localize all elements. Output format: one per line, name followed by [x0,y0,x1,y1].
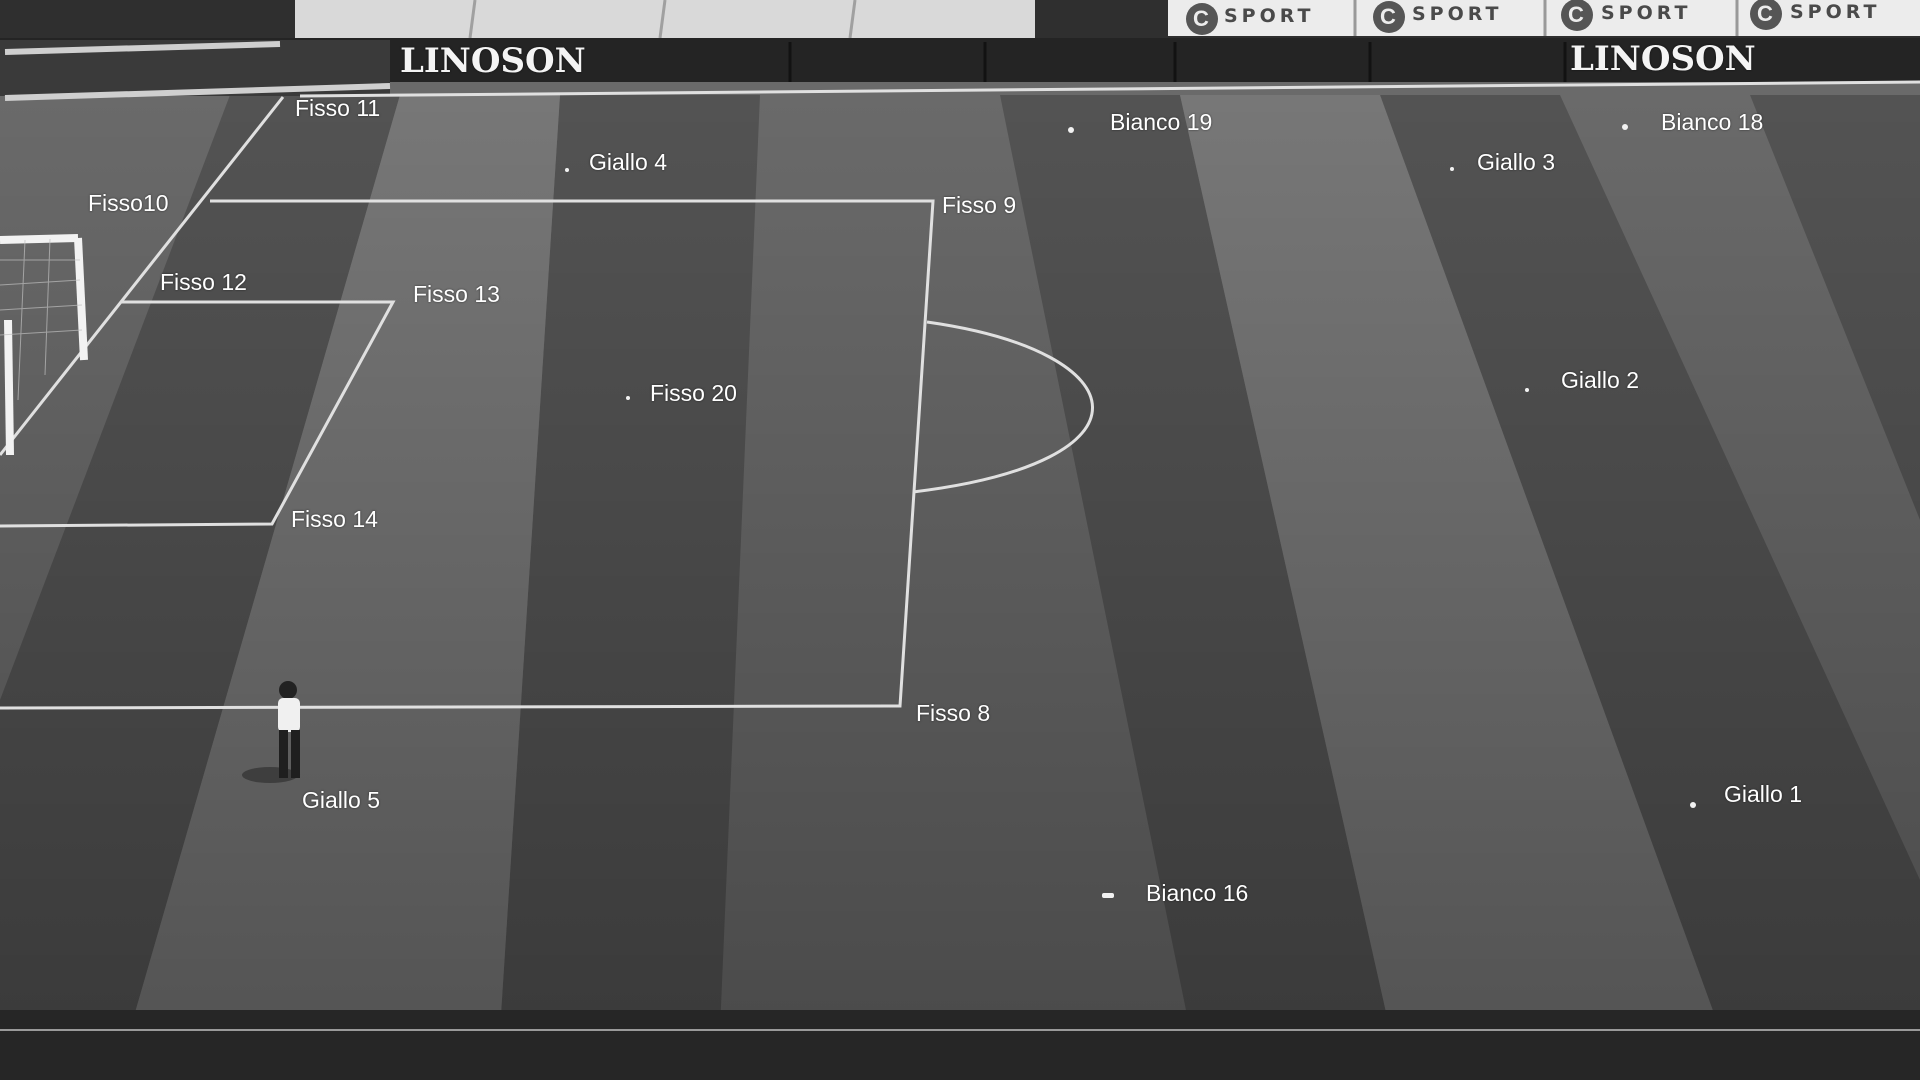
byline [0,96,285,456]
penalty-arc [912,320,1094,494]
marker-label-giallo-2: Giallo 2 [1561,367,1639,393]
ad-board-seams [788,42,1567,82]
top-line [299,80,1920,98]
marker-label-fisso-9: Fisso 9 [942,192,1017,218]
sport-logo-letter-2: C [1380,4,1396,29]
marker-label-fisso-13: Fisso 13 [413,281,500,307]
linoson-ad-right: LINOSON [1570,39,1756,79]
sport-logo-letter-4: C [1757,1,1773,26]
sport-logo-circles [1186,0,1782,35]
sport-board-dividers [1353,0,1739,36]
marker-label-bianco-16: Bianco 16 [1146,880,1249,906]
goal-frame [0,234,88,456]
sport-logo-letter-3: C [1568,2,1584,27]
linoson-ad-left: LINOSON [400,41,586,81]
marker-dots [565,124,1696,898]
marker-label-bianco-18: Bianco 18 [1661,109,1764,135]
sport-logo-letter-1: C [1193,6,1209,31]
penalty-box [0,199,935,710]
grass-shade [0,80,1920,1080]
sport-ad-4: SPORT [1790,1,1881,23]
sport-ad-1: SPORT [1224,5,1315,27]
marker-label-giallo-3: Giallo 3 [1477,149,1555,175]
bottom-edge [0,1010,1920,1080]
person-figure [242,681,300,783]
pitch-lines [0,80,1920,710]
marker-label-fisso-20: Fisso 20 [650,380,737,406]
marker-label-fisso-8: Fisso 8 [916,700,991,726]
marker-label-fisso-14: Fisso 14 [291,506,378,532]
sport-ad-3: SPORT [1601,2,1692,24]
marker-label-giallo-5: Giallo 5 [302,787,380,813]
marker-label-fisso-11: Fisso 11 [295,95,381,121]
goal-net [0,238,83,401]
marker-label-fisso-12: Fisso 12 [160,269,247,295]
canopy-folds [468,0,857,39]
sport-ad-2: SPORT [1412,3,1503,25]
stand-rails [4,41,391,101]
marker-label-giallo-4: Giallo 4 [589,149,667,175]
marker-label-fisso-10: Fisso10 [88,190,169,216]
marker-label-bianco-19: Bianco 19 [1110,109,1213,135]
goal-area [0,300,396,528]
marker-label-giallo-1: Giallo 1 [1724,781,1802,807]
